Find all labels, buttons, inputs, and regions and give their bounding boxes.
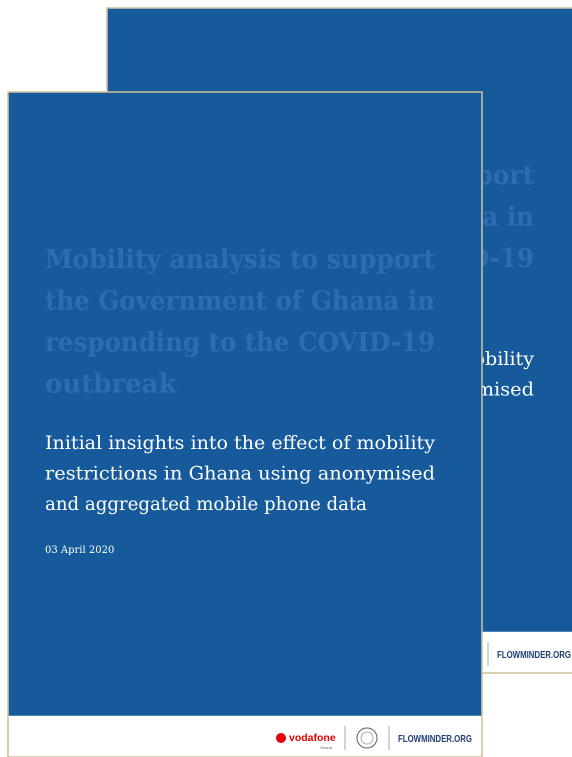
cover-title: responding to the COVID-19 (45, 328, 435, 358)
cover-title: outbreak (45, 370, 178, 400)
cover-panel (8, 92, 482, 716)
cover-subtitle: Initial insights into the effect of mobi… (45, 433, 436, 454)
cover-subtitle: restrictions in Ghana using anonymised (45, 464, 435, 485)
front-cover: Mobility analysis to support the Governme… (7, 91, 483, 757)
cover-date: 03 April 2020 (45, 545, 114, 556)
vodafone-sub: Ghana (320, 745, 333, 750)
emblem (356, 727, 378, 749)
cover-title: the Government of Ghana in (45, 287, 435, 317)
cover-title: Mobility analysis to support (45, 245, 435, 275)
cover-subtitle: and aggregated mobile phone data (45, 494, 367, 515)
emblem-inner (360, 731, 374, 745)
flowminder-logo: FLOWMINDER.ORG (398, 734, 472, 745)
vodafone-icon (276, 733, 286, 743)
vodafone-logo: vodafone (289, 732, 336, 744)
flowminder-logo: FLOWMINDER.ORG (497, 650, 571, 661)
